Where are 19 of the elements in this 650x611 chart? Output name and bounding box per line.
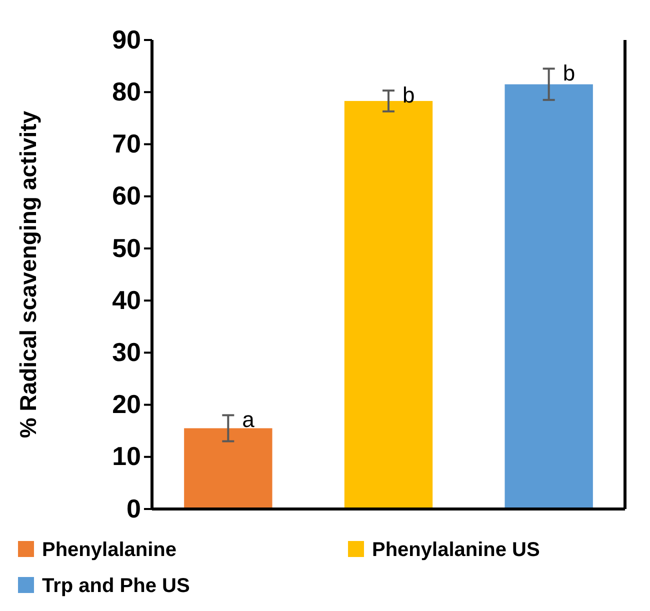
y-tick-label: 40 (112, 284, 141, 315)
y-tick-label: 10 (112, 441, 141, 472)
legend-label: Phenylalanine US (372, 539, 540, 561)
y-tick-label: 60 (112, 180, 141, 211)
y-tick-label: 20 (112, 389, 141, 420)
y-tick-label: 30 (112, 336, 141, 367)
y-tick-label: 80 (112, 76, 141, 106)
y-axis-title: % Radical scavenging activity (15, 110, 41, 438)
annotation: b (562, 60, 576, 86)
y-tick-label: 50 (112, 232, 141, 263)
bar (184, 428, 272, 509)
y-tick-label: 70 (112, 128, 141, 159)
y-tick-label: 0 (126, 493, 141, 524)
legend-label: Phenylalanine (42, 539, 176, 561)
bar (504, 84, 593, 509)
annotation: a (242, 407, 256, 432)
annotation: b (402, 82, 415, 108)
y-tick-label: 90 (112, 24, 141, 54)
legend-label: Trp and Phe US (42, 575, 190, 597)
